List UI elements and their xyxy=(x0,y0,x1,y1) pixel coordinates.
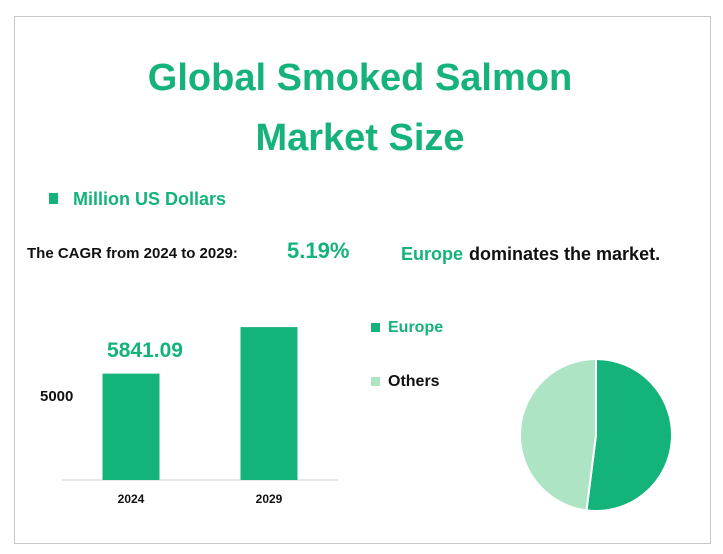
legend-label: Million US Dollars xyxy=(73,189,226,209)
note-text: dominates the market. xyxy=(469,244,660,264)
cagr-value: 5.19% xyxy=(287,238,349,263)
bar xyxy=(240,327,298,480)
pie-slice xyxy=(585,357,673,512)
legend-swatch xyxy=(371,377,380,386)
frame xyxy=(14,16,711,544)
legend-swatch xyxy=(371,323,380,332)
x-tick-label: 2029 xyxy=(256,492,283,506)
value-label: 5841.09 xyxy=(107,339,183,362)
pie-slice xyxy=(519,357,597,512)
cagr-label: The CAGR from 2024 to 2029: xyxy=(27,245,238,262)
legend-label: Others xyxy=(388,373,440,390)
legend-label: Europe xyxy=(388,319,443,336)
legend-swatch xyxy=(49,193,58,204)
chart-title: Global Smoked Salmon Market Size xyxy=(147,57,573,159)
y-tick-label: 5000 xyxy=(40,388,73,405)
bar xyxy=(102,373,160,480)
note: Europe dominates the market. xyxy=(401,244,660,264)
note-highlight: Europe xyxy=(401,244,463,264)
x-tick-label: 2024 xyxy=(118,492,145,506)
